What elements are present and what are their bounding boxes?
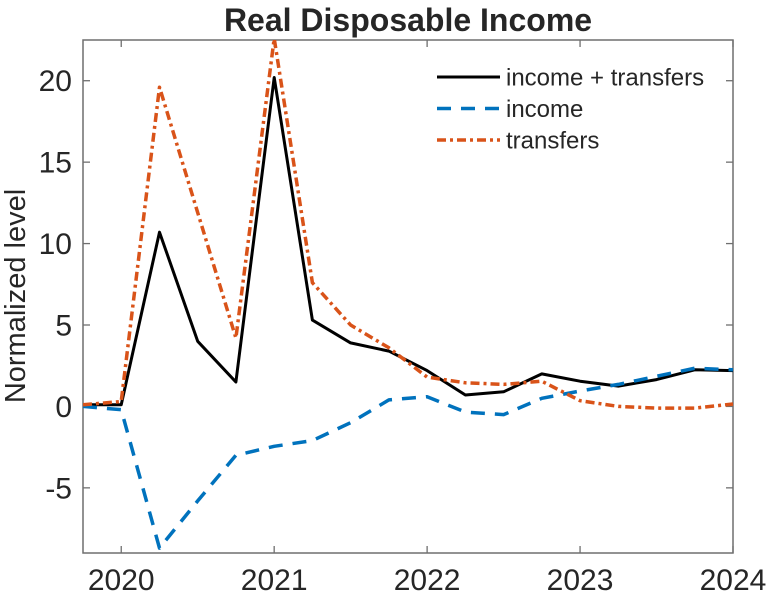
chart-title: Real Disposable Income (224, 2, 592, 38)
x-tick-label: 2023 (547, 564, 614, 597)
y-tick-label: 5 (55, 310, 72, 343)
y-tick-label: 0 (55, 391, 72, 424)
legend: income + transfers income transfers (437, 64, 704, 154)
y-tick-label: 15 (39, 147, 72, 180)
x-tick-label: 2020 (88, 564, 155, 597)
y-tick-label: 10 (39, 228, 72, 261)
axis-ticks: 2020 2021 2022 2023 2024 -5 0 5 10 15 20 (39, 40, 767, 597)
series-line-transfers (83, 40, 734, 410)
legend-label-income-plus-transfers: income + transfers (506, 64, 704, 91)
series-line-income-transfers (83, 76, 734, 407)
x-tick-label: 2021 (241, 564, 308, 597)
legend-label-transfers: transfers (506, 127, 599, 154)
y-tick-label: -5 (45, 472, 72, 505)
series-lines (83, 40, 734, 550)
plot-frame (82, 39, 734, 554)
y-tick-label: 20 (39, 65, 72, 98)
y-axis-label: Normalized level (0, 189, 32, 403)
series-line-income (83, 366, 734, 550)
x-tick-label: 2022 (394, 564, 461, 597)
legend-label-income: income (506, 96, 583, 123)
x-tick-label: 2024 (700, 564, 767, 597)
